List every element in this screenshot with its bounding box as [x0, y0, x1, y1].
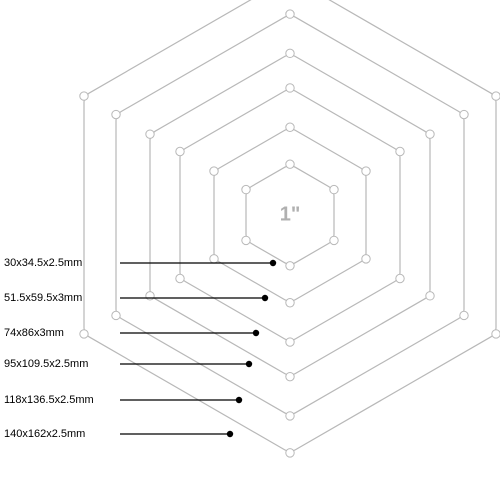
dimension-label: 30x34.5x2.5mm [4, 257, 82, 269]
corner-hole [80, 330, 88, 338]
corner-hole [492, 92, 500, 100]
dimension-label: 74x86x3mm [4, 327, 64, 339]
corner-hole [286, 123, 294, 131]
leader-end-dot [236, 397, 242, 403]
corner-hole [426, 292, 434, 300]
leader-end-dot [253, 330, 259, 336]
corner-hole [146, 292, 154, 300]
leader-end-dot [227, 431, 233, 437]
corner-hole [492, 330, 500, 338]
corner-hole [176, 147, 184, 155]
leader-end-dot [270, 260, 276, 266]
corner-hole [242, 236, 250, 244]
leader-end-dot [246, 361, 252, 367]
corner-hole [286, 412, 294, 420]
corner-hole [210, 255, 218, 263]
corner-hole [210, 167, 218, 175]
corner-hole [460, 311, 468, 319]
corner-hole [286, 449, 294, 457]
corner-hole [362, 167, 370, 175]
corner-hole [242, 185, 250, 193]
dimension-label: 95x109.5x2.5mm [4, 358, 88, 370]
corner-hole [112, 311, 120, 319]
dimension-label: 118x136.5x2.5mm [4, 394, 94, 406]
corner-hole [460, 110, 468, 118]
corner-hole [362, 255, 370, 263]
corner-hole [286, 10, 294, 18]
corner-hole [286, 299, 294, 307]
corner-hole [286, 84, 294, 92]
corner-hole [176, 274, 184, 282]
diagram-svg [0, 0, 500, 500]
corner-hole [80, 92, 88, 100]
dimension-label: 140x162x2.5mm [4, 428, 85, 440]
corner-hole [286, 372, 294, 380]
corner-hole [396, 274, 404, 282]
corner-hole [330, 236, 338, 244]
corner-hole [286, 338, 294, 346]
leader-end-dot [262, 295, 268, 301]
hexagon-template-diagram: 1" 30x34.5x2.5mm 51.5x59.5x3mm 74x86x3mm 95… [0, 0, 500, 500]
center-size-label: 1" [280, 204, 301, 227]
corner-hole [286, 262, 294, 270]
dimension-label: 51.5x59.5x3mm [4, 292, 82, 304]
corner-hole [112, 110, 120, 118]
corner-hole [286, 160, 294, 168]
corner-hole [146, 130, 154, 138]
corner-hole [286, 49, 294, 57]
corner-hole [330, 185, 338, 193]
corner-hole [426, 130, 434, 138]
corner-hole [396, 147, 404, 155]
